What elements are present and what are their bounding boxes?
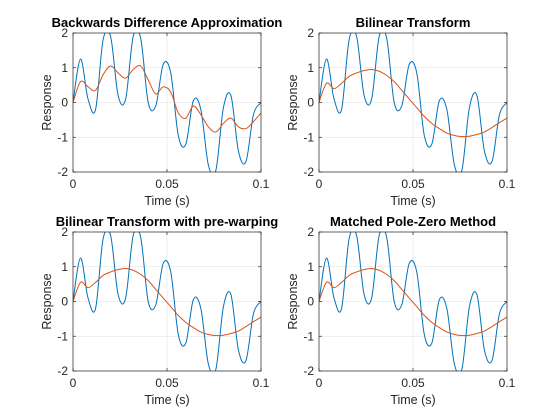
series-line-1 xyxy=(73,33,261,172)
x-tick-label: 0.1 xyxy=(253,177,270,191)
series-line-2 xyxy=(73,267,261,337)
y-tick-label: 0 xyxy=(307,96,314,110)
x-tick-label: 0.05 xyxy=(155,177,179,191)
y-tick-label: -2 xyxy=(303,165,314,179)
series-line-1 xyxy=(73,232,261,371)
y-tick-label: 1 xyxy=(61,61,68,75)
x-tick-label: 0.05 xyxy=(401,376,425,390)
y-tick-label: 0 xyxy=(61,295,68,309)
y-tick-label: -1 xyxy=(57,130,68,144)
x-tick-label: 0 xyxy=(316,177,323,191)
series-line-1 xyxy=(319,232,507,371)
y-tick-label: 1 xyxy=(61,260,68,274)
x-axis-label: Time (s) xyxy=(390,194,435,208)
y-tick-label: -2 xyxy=(303,364,314,378)
series-line-2 xyxy=(73,65,261,133)
y-tick-label: -2 xyxy=(57,364,68,378)
series-line-1 xyxy=(319,33,507,172)
y-axis-label: Response xyxy=(286,273,300,329)
panel-title: Bilinear Transform with pre-warping xyxy=(56,214,279,229)
x-axis-label: Time (s) xyxy=(144,194,189,208)
x-tick-label: 0.1 xyxy=(253,376,270,390)
x-tick-label: 0 xyxy=(70,376,77,390)
series-line-2 xyxy=(319,267,507,337)
x-tick-label: 0 xyxy=(70,177,77,191)
panel-title: Bilinear Transform xyxy=(356,15,471,30)
subplot-2: 0 0.05 0.1 -2 -1 0 1 2 Bilinear Transform Time (s… xyxy=(286,15,516,208)
x-tick-label: 0.05 xyxy=(401,177,425,191)
y-axis-label: Response xyxy=(40,273,54,329)
y-tick-label: 1 xyxy=(307,260,314,274)
x-tick-label: 0.1 xyxy=(499,177,516,191)
x-tick-label: 0.1 xyxy=(499,376,516,390)
y-tick-label: 0 xyxy=(61,96,68,110)
x-axis-label: Time (s) xyxy=(390,393,435,407)
x-tick-label: 0.05 xyxy=(155,376,179,390)
y-tick-label: 2 xyxy=(61,225,68,239)
y-tick-label: -1 xyxy=(57,329,68,343)
panel-title: Matched Pole-Zero Method xyxy=(330,214,496,229)
y-tick-label: 1 xyxy=(307,61,314,75)
x-tick-label: 0 xyxy=(316,376,323,390)
series-line-2 xyxy=(319,68,507,138)
y-axis-label: Response xyxy=(286,74,300,130)
panel-title: Backwards Difference Approximation xyxy=(52,15,283,30)
y-tick-label: 2 xyxy=(61,26,68,40)
y-tick-label: 0 xyxy=(307,295,314,309)
y-tick-label: -1 xyxy=(303,329,314,343)
y-tick-label: 2 xyxy=(307,26,314,40)
y-tick-label: -1 xyxy=(303,130,314,144)
x-axis-label: Time (s) xyxy=(144,393,189,407)
y-tick-label: 2 xyxy=(307,225,314,239)
y-axis-label: Response xyxy=(40,74,54,130)
subplot-4: 0 0.05 0.1 -2 -1 0 1 2 Matched Pole-Zero Method T… xyxy=(286,214,516,407)
y-tick-label: -2 xyxy=(57,165,68,179)
